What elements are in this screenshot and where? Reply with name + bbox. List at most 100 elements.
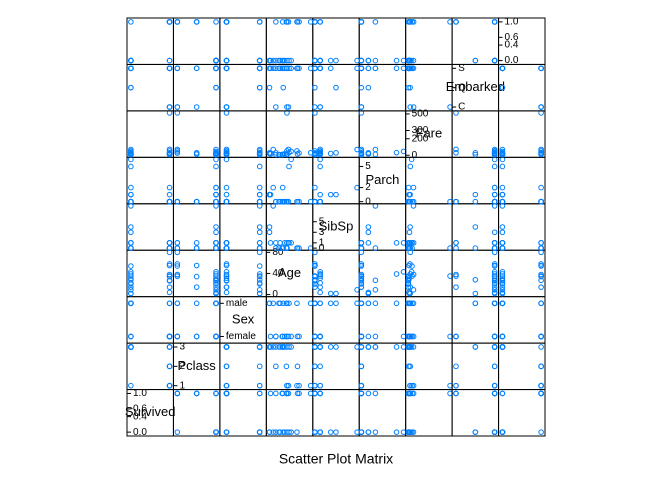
point [312,19,318,25]
point [491,148,498,155]
point [294,363,301,370]
point [491,281,498,287]
panel [172,296,221,344]
tick-label: 0.4 [133,411,147,422]
point [223,284,230,290]
panel [312,296,360,344]
point [491,300,498,307]
point [538,240,544,246]
point [327,300,334,307]
point [406,262,412,269]
point [538,245,544,251]
point [256,344,263,350]
point [491,184,498,191]
tick-label: female [226,331,256,342]
point [365,65,372,72]
point [491,245,498,251]
point [317,104,323,110]
point [174,149,181,156]
point [407,382,414,389]
point [223,390,230,397]
point [273,245,279,251]
point [317,284,323,290]
point [491,229,498,236]
point [223,245,230,251]
point [223,150,230,157]
point [213,287,219,293]
point [288,57,294,64]
point [166,191,173,198]
panel [172,17,221,65]
panel [219,17,267,65]
point [267,333,274,340]
point [358,65,365,72]
point [174,19,181,25]
point [280,429,287,435]
point [256,271,263,277]
point [193,240,200,246]
point [213,300,219,307]
point [288,344,294,350]
point [407,224,413,230]
point [174,245,181,251]
chart-title: Scatter Plot Matrix [279,451,393,467]
panel [405,156,453,205]
point [372,151,379,158]
point [408,57,415,64]
tick-label: 2 [365,182,371,193]
point [499,429,506,435]
point [174,333,181,340]
point [270,146,276,153]
point [317,57,323,64]
point [283,390,290,397]
panel [498,389,546,437]
point [223,156,230,163]
point [128,229,134,236]
panel [219,389,267,437]
point [312,276,318,283]
point [296,382,302,389]
point [358,262,365,269]
point [312,84,318,91]
tick-label: 500 [412,109,429,120]
point [270,344,276,350]
tick-label: 0 [412,150,418,161]
point [372,203,379,209]
point [280,300,287,307]
panel [312,17,360,65]
panel [451,249,500,298]
point [405,245,412,251]
point [472,191,479,198]
point [223,191,230,198]
point [409,19,415,25]
point [294,19,301,25]
point [408,240,415,246]
point [283,363,290,370]
point [193,273,200,280]
point [256,363,263,370]
point [266,224,273,230]
point [312,198,318,205]
point [400,240,407,246]
panel [126,342,174,391]
point [312,65,318,72]
point [174,240,181,246]
variable-name: Fare [416,126,443,141]
point [358,57,365,64]
point [453,363,459,370]
point [317,429,323,435]
point [174,148,181,154]
point [491,191,498,198]
point [273,198,279,205]
point [193,333,200,340]
point [256,19,263,25]
point [365,429,372,435]
panel [498,110,546,158]
point [406,19,412,25]
tick-label: male [226,298,248,309]
point [317,344,323,350]
point [128,276,134,283]
point [317,382,323,389]
point [273,344,279,350]
point [312,344,318,350]
